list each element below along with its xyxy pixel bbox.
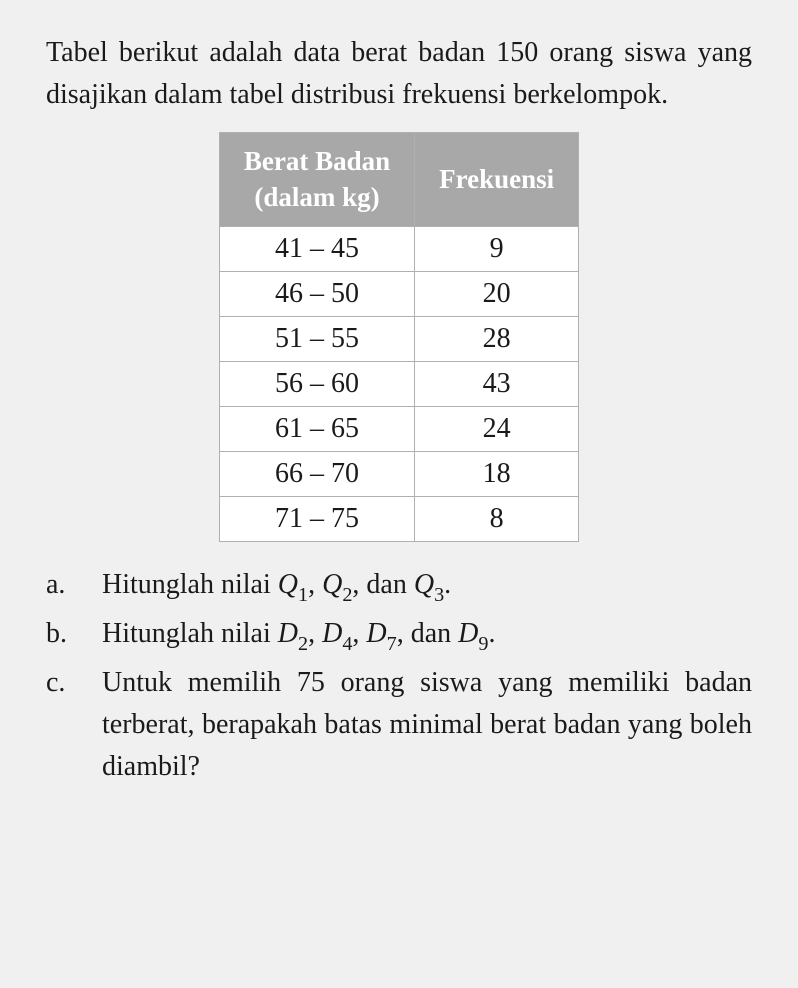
qa-sep2: , dan	[352, 569, 413, 600]
frequency-table: Berat Badan (dalam kg) Frekuensi 41 – 45…	[219, 132, 579, 542]
sub-d4: 4	[342, 633, 352, 655]
sub-1: 1	[298, 584, 308, 606]
questions-list: a. Hitunglah nilai Q1, Q2, dan Q3. b. Hi…	[46, 564, 752, 788]
cell-range: 56 – 60	[219, 361, 414, 406]
question-c-label: c.	[46, 662, 102, 788]
sub-d7: 7	[387, 633, 397, 655]
header-col1-line1: Berat Badan	[244, 146, 390, 176]
cell-freq: 43	[415, 361, 579, 406]
qa-sep1: ,	[308, 569, 322, 600]
frequency-table-container: Berat Badan (dalam kg) Frekuensi 41 – 45…	[46, 132, 752, 542]
cell-freq: 24	[415, 406, 579, 451]
question-b-text: Hitunglah nilai D2, D4, D7, dan D9.	[102, 613, 752, 658]
table-header-row: Berat Badan (dalam kg) Frekuensi	[219, 133, 578, 227]
var-d7: D	[366, 618, 386, 649]
header-frekuensi: Frekuensi	[415, 133, 579, 227]
table-row: 46 – 50 20	[219, 271, 578, 316]
table-row: 71 – 75 8	[219, 496, 578, 541]
sub-d9: 9	[478, 633, 488, 655]
qa-prefix: Hitunglah nilai	[102, 569, 278, 600]
question-b: b. Hitunglah nilai D2, D4, D7, dan D9.	[46, 613, 752, 658]
cell-range: 41 – 45	[219, 226, 414, 271]
header-berat-badan: Berat Badan (dalam kg)	[219, 133, 414, 227]
var-q1: Q	[278, 569, 298, 600]
cell-range: 51 – 55	[219, 316, 414, 361]
question-c-text: Untuk memilih 75 orang siswa yang memili…	[102, 662, 752, 788]
cell-freq: 28	[415, 316, 579, 361]
sub-d2: 2	[298, 633, 308, 655]
question-c: c. Untuk memilih 75 orang siswa yang mem…	[46, 662, 752, 788]
var-d9: D	[458, 618, 478, 649]
table-row: 41 – 45 9	[219, 226, 578, 271]
qb-sep1: ,	[308, 618, 322, 649]
sub-3: 3	[434, 584, 444, 606]
var-q2: Q	[322, 569, 342, 600]
table-row: 56 – 60 43	[219, 361, 578, 406]
table-row: 61 – 65 24	[219, 406, 578, 451]
qb-suffix: .	[488, 618, 495, 649]
var-d2: D	[278, 618, 298, 649]
cell-range: 46 – 50	[219, 271, 414, 316]
qb-prefix: Hitunglah nilai	[102, 618, 278, 649]
sub-2: 2	[342, 584, 352, 606]
qb-sep3: , dan	[397, 618, 458, 649]
var-d4: D	[322, 618, 342, 649]
intro-paragraph: Tabel berikut adalah data berat badan 15…	[46, 32, 752, 116]
cell-range: 61 – 65	[219, 406, 414, 451]
header-col1-line2: (dalam kg)	[254, 182, 379, 212]
cell-freq: 18	[415, 451, 579, 496]
question-b-label: b.	[46, 613, 102, 658]
table-row: 51 – 55 28	[219, 316, 578, 361]
question-a-label: a.	[46, 564, 102, 609]
qa-suffix: .	[444, 569, 451, 600]
table-row: 66 – 70 18	[219, 451, 578, 496]
cell-freq: 8	[415, 496, 579, 541]
question-a-text: Hitunglah nilai Q1, Q2, dan Q3.	[102, 564, 752, 609]
cell-freq: 20	[415, 271, 579, 316]
cell-range: 71 – 75	[219, 496, 414, 541]
table-body: 41 – 45 9 46 – 50 20 51 – 55 28 56 – 60 …	[219, 226, 578, 541]
cell-freq: 9	[415, 226, 579, 271]
cell-range: 66 – 70	[219, 451, 414, 496]
var-q3: Q	[414, 569, 434, 600]
qb-sep2: ,	[352, 618, 366, 649]
question-a: a. Hitunglah nilai Q1, Q2, dan Q3.	[46, 564, 752, 609]
